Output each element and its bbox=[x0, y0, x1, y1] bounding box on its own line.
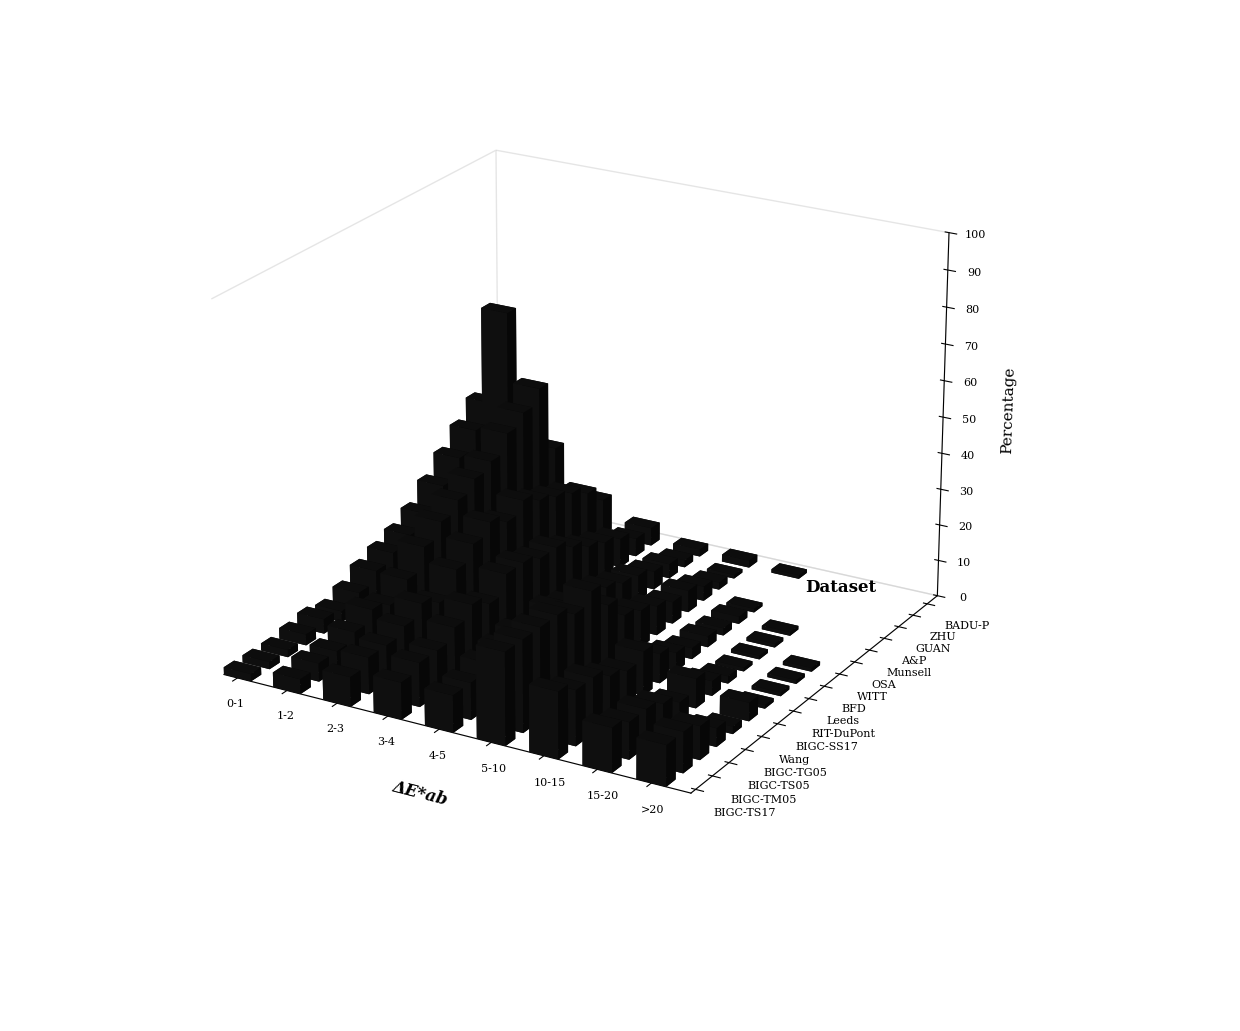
Text: Dataset: Dataset bbox=[805, 579, 877, 596]
X-axis label: ΔE*ab: ΔE*ab bbox=[391, 778, 450, 809]
